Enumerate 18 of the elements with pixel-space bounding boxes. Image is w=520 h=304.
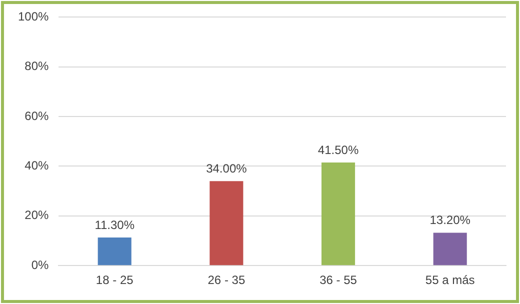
y-tick-label: 100% bbox=[18, 10, 50, 24]
bar bbox=[321, 162, 356, 266]
data-label: 41.50% bbox=[318, 142, 359, 157]
y-tick-label: 0% bbox=[31, 258, 50, 272]
bar bbox=[98, 238, 132, 266]
x-tick-label: 18 - 25 bbox=[96, 273, 134, 288]
y-tick-label: 40% bbox=[24, 158, 50, 173]
y-tick-label: 80% bbox=[24, 59, 50, 74]
data-label: 34.00% bbox=[206, 161, 248, 176]
bar bbox=[433, 232, 467, 266]
bar bbox=[210, 181, 244, 266]
data-label: 11.30% bbox=[94, 218, 135, 232]
data-label: 13.20% bbox=[430, 213, 471, 228]
y-tick-label: 60% bbox=[24, 108, 50, 123]
y-tick-label: 20% bbox=[24, 208, 50, 222]
x-tick-label: 26 - 35 bbox=[208, 273, 246, 288]
x-tick-label: 36 - 55 bbox=[320, 273, 358, 288]
x-tick-label: 55 a más bbox=[425, 273, 475, 288]
